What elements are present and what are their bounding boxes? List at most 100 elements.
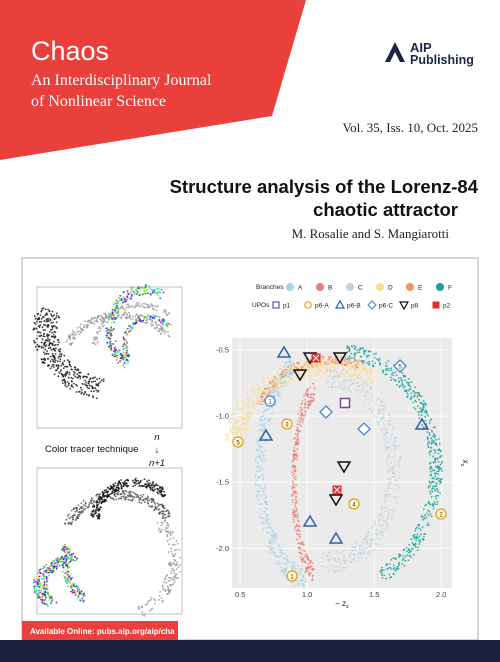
attractor-point <box>143 287 146 290</box>
step-arrow: ↓ <box>155 445 160 456</box>
attractor-point <box>156 326 159 329</box>
attractor-point <box>70 509 73 512</box>
attractor-point <box>47 338 49 340</box>
attractor-point <box>107 312 110 315</box>
legend-swatch <box>346 283 354 291</box>
attractor-point <box>385 369 388 372</box>
attractor-point <box>117 484 120 487</box>
attractor-point <box>66 370 69 373</box>
attractor-point <box>254 482 257 485</box>
attractor-point <box>63 575 66 578</box>
attractor-point <box>385 428 388 431</box>
attractor-point <box>310 372 312 375</box>
attractor-point <box>379 404 382 407</box>
attractor-point <box>72 386 74 388</box>
attractor-point <box>294 441 297 444</box>
attractor-point <box>80 392 83 395</box>
attractor-point <box>116 304 118 307</box>
attractor-point <box>84 320 86 323</box>
attractor-point <box>56 360 59 363</box>
attractor-point <box>36 572 39 575</box>
attractor-point <box>397 460 400 463</box>
attractor-point <box>367 369 369 372</box>
attractor-point <box>117 493 119 496</box>
attractor-point <box>410 392 413 395</box>
attractor-point <box>168 563 170 566</box>
attractor-point <box>135 302 138 305</box>
attractor-point <box>344 387 347 390</box>
attractor-point <box>83 326 85 329</box>
attractor-point <box>247 415 250 418</box>
attractor-point <box>45 588 48 590</box>
attractor-point <box>257 476 259 479</box>
attractor-point <box>125 354 128 357</box>
attractor-point <box>272 389 274 391</box>
attractor-point <box>389 470 392 472</box>
attractor-point <box>115 359 118 361</box>
attractor-point <box>164 513 167 516</box>
attractor-point <box>378 411 381 414</box>
attractor-point <box>240 411 243 414</box>
attractor-point <box>431 480 434 483</box>
attractor-point <box>168 515 171 518</box>
attractor-point <box>68 552 71 554</box>
attractor-point <box>35 592 38 595</box>
attractor-point <box>132 485 135 488</box>
attractor-point <box>123 361 126 364</box>
attractor-point <box>149 488 152 491</box>
attractor-point <box>407 382 410 385</box>
attractor-point <box>73 334 75 336</box>
attractor-point <box>92 336 95 339</box>
attractor-point <box>84 501 87 504</box>
attractor-point <box>354 546 357 549</box>
attractor-point <box>374 402 377 405</box>
attractor-point <box>88 378 91 381</box>
attractor-point <box>388 493 391 496</box>
attractor-point <box>57 315 60 318</box>
tracer-points <box>32 284 182 617</box>
attractor-point <box>98 498 100 501</box>
publisher-logo: AIP Publishing <box>385 40 474 67</box>
attractor-point <box>386 458 388 461</box>
attractor-point <box>93 499 95 502</box>
attractor-point <box>296 362 298 364</box>
attractor-point <box>64 551 67 554</box>
attractor-point <box>64 579 67 582</box>
attractor-point <box>362 362 365 364</box>
attractor-point <box>81 509 83 512</box>
attractor-point <box>115 302 118 305</box>
attractor-point <box>40 341 43 344</box>
attractor-point <box>300 420 302 422</box>
attractor-point <box>301 400 304 403</box>
attractor-point <box>51 358 53 361</box>
attractor-point <box>380 515 383 517</box>
attractor-point <box>300 425 302 427</box>
attractor-point <box>270 549 273 552</box>
attractor-point <box>366 371 368 374</box>
attractor-point <box>389 416 392 419</box>
attractor-point <box>262 528 265 530</box>
attractor-point <box>409 550 412 553</box>
attractor-point <box>306 394 309 396</box>
attractor-point <box>372 380 375 383</box>
attractor-point <box>119 482 122 485</box>
attractor-point <box>46 566 49 569</box>
attractor-point <box>166 574 169 577</box>
attractor-point <box>270 390 273 392</box>
attractor-point <box>92 513 94 516</box>
attractor-point <box>67 513 70 516</box>
attractor-point <box>296 435 299 438</box>
attractor-point <box>262 382 264 385</box>
attractor-point <box>293 457 296 459</box>
attractor-point <box>139 485 142 487</box>
attractor-point <box>315 372 318 375</box>
attractor-point <box>334 570 336 573</box>
attractor-point <box>96 320 99 323</box>
attractor-point <box>304 406 306 409</box>
attractor-point <box>247 411 249 414</box>
attractor-point <box>368 360 371 363</box>
attractor-point <box>369 546 372 549</box>
attractor-point <box>367 354 370 357</box>
attractor-point <box>55 565 57 568</box>
attractor-point <box>344 364 346 367</box>
